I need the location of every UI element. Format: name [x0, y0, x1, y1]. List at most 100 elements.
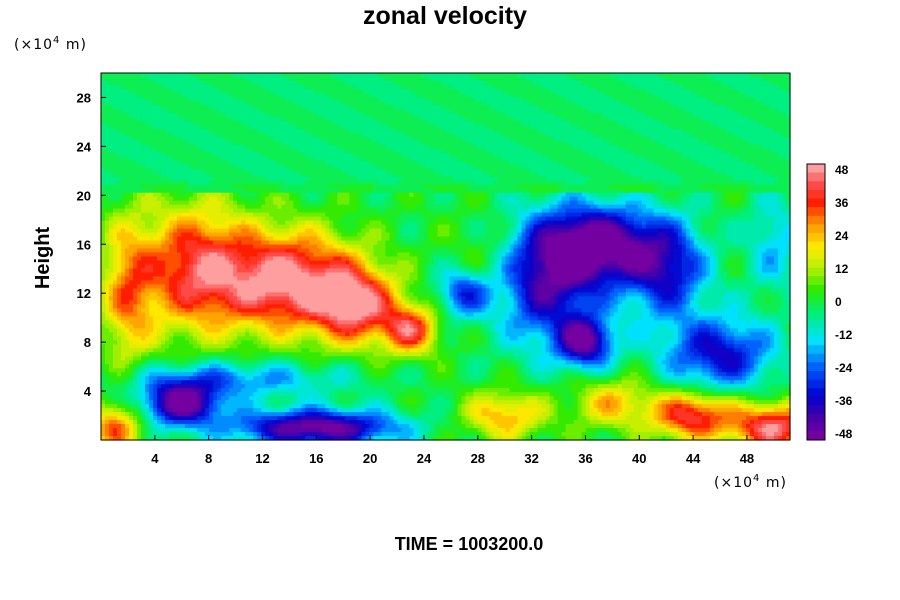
- heatmap-cell: [149, 176, 154, 182]
- heatmap-cell: [121, 188, 126, 194]
- heatmap-cell: [313, 152, 318, 158]
- heatmap-cell: [225, 432, 230, 437]
- heatmap-cell: [233, 280, 238, 286]
- heatmap-cell: [297, 300, 302, 305]
- heatmap-cell: [221, 73, 226, 78]
- heatmap-cell: [129, 148, 134, 154]
- heatmap-cell: [241, 176, 246, 182]
- heatmap-cell: [105, 200, 110, 206]
- heatmap-cell: [105, 84, 110, 90]
- heatmap-cell: [313, 260, 318, 266]
- heatmap-cell: [245, 264, 250, 270]
- heatmap-cell: [261, 96, 266, 102]
- heatmap-cell: [297, 140, 302, 146]
- heatmap-cell: [149, 136, 154, 142]
- heatmap-cell: [249, 204, 254, 210]
- heatmap-cell: [201, 244, 206, 250]
- heatmap-cell: [197, 160, 202, 166]
- heatmap-cell: [157, 252, 162, 258]
- heatmap-cell: [169, 256, 174, 262]
- heatmap-cell: [173, 112, 178, 118]
- heatmap-cell: [177, 344, 182, 349]
- heatmap-cell: [165, 256, 170, 262]
- heatmap-cell: [293, 340, 298, 345]
- heatmap-cell: [281, 280, 286, 286]
- heatmap-cell: [249, 344, 254, 349]
- heatmap-cell: [265, 416, 270, 421]
- heatmap-cell: [229, 196, 234, 202]
- heatmap-cell: [309, 140, 314, 146]
- heatmap-cell: [165, 412, 170, 417]
- heatmap-cell: [269, 76, 274, 82]
- heatmap-cell: [169, 292, 174, 297]
- heatmap-cell: [153, 408, 158, 413]
- heatmap-cell: [101, 156, 106, 162]
- heatmap-cell: [245, 336, 250, 341]
- heatmap-cell: [157, 276, 162, 282]
- heatmap-cell: [129, 84, 134, 90]
- heatmap-cell: [185, 300, 190, 305]
- heatmap-cell: [169, 260, 174, 266]
- heatmap-cell: [309, 204, 314, 210]
- heatmap-cell: [145, 424, 150, 429]
- heatmap-cell: [173, 356, 178, 361]
- heatmap-cell: [105, 300, 110, 305]
- heatmap-cell: [109, 436, 114, 441]
- heatmap-cell: [205, 328, 210, 333]
- heatmap-cell: [217, 276, 222, 282]
- heatmap-cell: [281, 252, 286, 258]
- heatmap-cell: [237, 172, 242, 178]
- heatmap-cell: [109, 108, 114, 114]
- heatmap-cell: [201, 252, 206, 258]
- heatmap-cell: [209, 336, 214, 341]
- heatmap-cell: [253, 416, 258, 421]
- heatmap-cell: [113, 428, 118, 433]
- heatmap-cell: [117, 128, 122, 134]
- heatmap-cell: [193, 172, 198, 178]
- heatmap-cell: [245, 104, 250, 110]
- heatmap-cell: [281, 228, 286, 234]
- heatmap-cell: [301, 296, 306, 301]
- heatmap-cell: [233, 432, 238, 437]
- heatmap-cell: [261, 308, 266, 313]
- heatmap-cell: [301, 396, 306, 401]
- heatmap-cell: [241, 304, 246, 309]
- heatmap-cell: [301, 88, 306, 94]
- heatmap-cell: [133, 172, 138, 178]
- heatmap-cell: [205, 228, 210, 234]
- heatmap-cell: [245, 352, 250, 357]
- heatmap-cell: [293, 208, 298, 214]
- heatmap-cell: [301, 284, 306, 290]
- heatmap-cell: [133, 392, 138, 397]
- heatmap-cell: [305, 308, 310, 313]
- heatmap-cell: [273, 412, 278, 417]
- plot-area: [101, 73, 791, 441]
- heatmap-cell: [221, 180, 226, 186]
- heatmap-cell: [269, 368, 274, 373]
- heatmap-cell: [217, 156, 222, 162]
- heatmap-cell: [117, 368, 122, 373]
- heatmap-cell: [309, 396, 314, 401]
- heatmap-cell: [113, 320, 118, 325]
- heatmap-cell: [285, 100, 290, 106]
- heatmap-cell: [165, 172, 170, 178]
- heatmap-cell: [109, 232, 114, 238]
- heatmap-cell: [289, 300, 294, 305]
- heatmap-cell: [273, 96, 278, 102]
- heatmap-cell: [285, 88, 290, 94]
- heatmap-cell: [301, 248, 306, 254]
- heatmap-cell: [133, 320, 138, 325]
- heatmap-cell: [209, 180, 214, 186]
- heatmap-cell: [145, 216, 150, 222]
- heatmap-cell: [161, 212, 166, 218]
- heatmap-cell: [189, 156, 194, 162]
- heatmap-cell: [313, 268, 318, 274]
- heatmap-cell: [293, 284, 298, 290]
- heatmap-cell: [273, 168, 278, 174]
- heatmap-cell: [177, 180, 182, 186]
- heatmap-cell: [149, 108, 154, 114]
- heatmap-cell: [221, 176, 226, 182]
- heatmap-cell: [101, 344, 106, 349]
- heatmap-cell: [165, 364, 170, 369]
- heatmap-cell: [305, 244, 310, 250]
